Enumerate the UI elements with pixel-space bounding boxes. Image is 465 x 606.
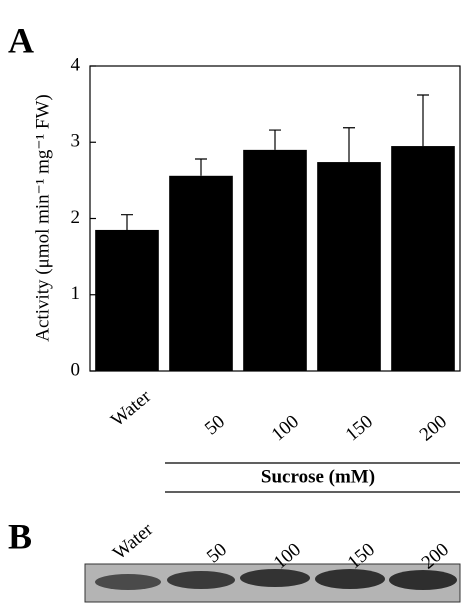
y-axis-label: Activity (μmol min⁻¹ mg⁻¹ FW) — [32, 94, 53, 341]
group-label: Sucrose (mM) — [261, 466, 375, 487]
gel-band — [240, 569, 310, 587]
y-tick-label: 3 — [71, 131, 81, 152]
x-tick-label: 50 — [201, 411, 229, 439]
bar — [243, 150, 307, 371]
gel-band — [95, 574, 161, 590]
x-tick-label: 100 — [268, 411, 303, 445]
y-tick-label: 4 — [71, 54, 81, 75]
error-bar — [195, 159, 207, 176]
error-bar — [343, 128, 355, 162]
x-tick-label: 200 — [416, 411, 451, 445]
y-tick-label: 2 — [71, 207, 81, 228]
bar — [391, 146, 455, 371]
bar — [169, 176, 233, 371]
panel-label: B — [8, 516, 32, 556]
bar — [317, 162, 381, 371]
y-tick-label: 1 — [71, 283, 81, 304]
lane-label: 50 — [203, 539, 231, 567]
panel-label: A — [8, 20, 34, 60]
gel-image — [85, 564, 460, 602]
error-bar — [121, 215, 133, 230]
gel-band — [389, 570, 457, 590]
bar — [95, 230, 159, 371]
y-tick-label: 0 — [71, 359, 81, 380]
error-bar — [269, 130, 281, 150]
error-bar — [417, 95, 429, 146]
lane-label: Water — [109, 519, 157, 564]
x-tick-label: Water — [107, 386, 155, 431]
gel-band — [315, 569, 385, 589]
x-tick-label: 150 — [342, 411, 377, 445]
gel-band — [167, 571, 235, 589]
figure: A B Activity (μmol min⁻¹ mg⁻¹ FW) Sucros… — [0, 0, 465, 606]
